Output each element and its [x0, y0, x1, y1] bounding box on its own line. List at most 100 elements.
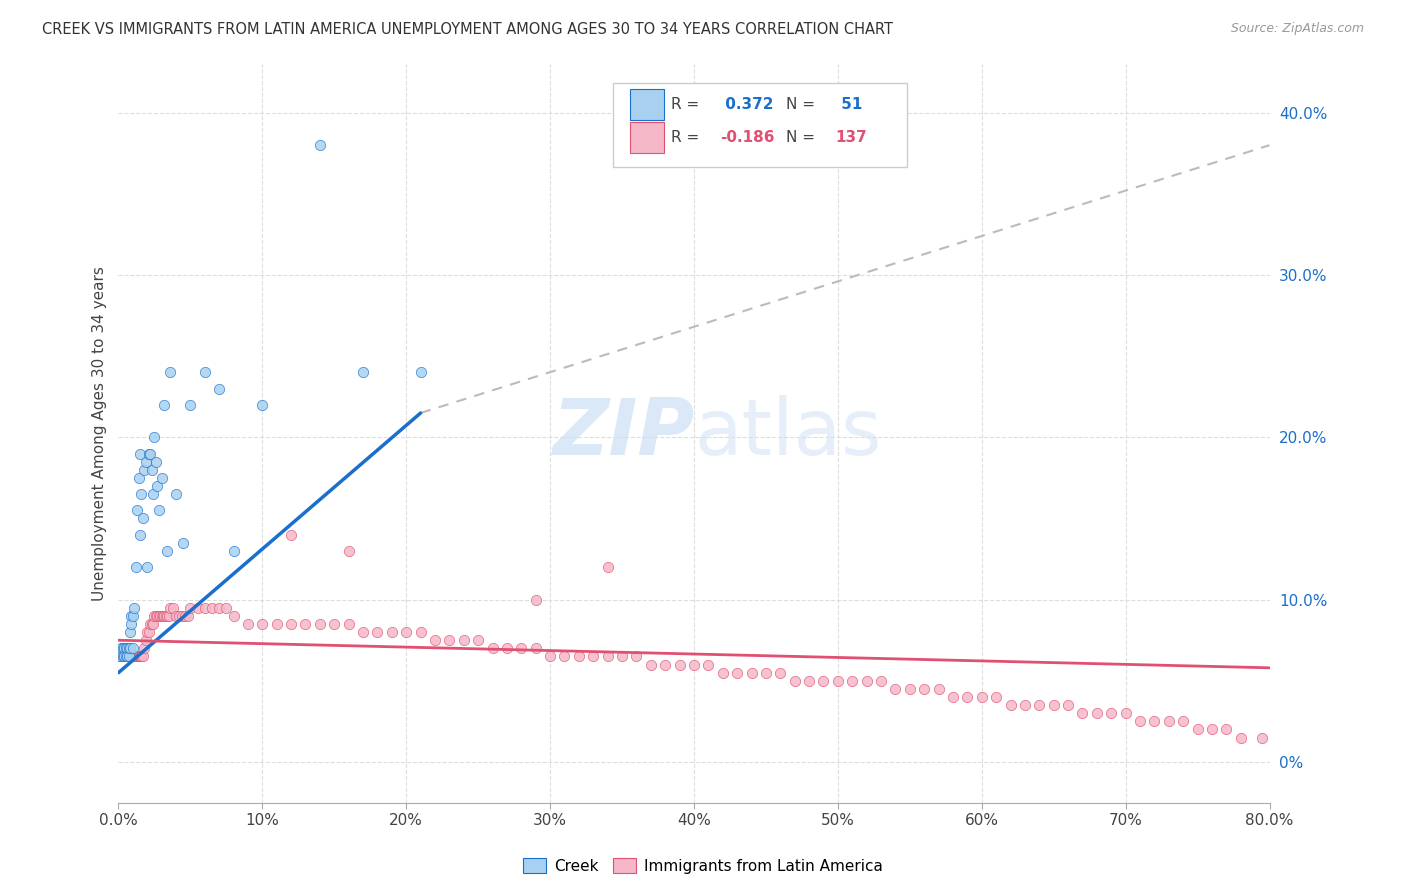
Point	[215, 600, 238, 615]
Point	[741, 665, 763, 680]
Point	[112, 641, 135, 656]
Point	[118, 649, 141, 664]
Point	[187, 600, 209, 615]
Point	[208, 382, 231, 396]
Point	[956, 690, 979, 704]
Point	[423, 633, 446, 648]
Point	[125, 649, 148, 664]
Point	[626, 649, 648, 664]
Point	[145, 455, 167, 469]
Point	[194, 366, 217, 380]
Point	[280, 617, 302, 632]
Point	[114, 641, 136, 656]
Point	[112, 649, 135, 664]
Point	[467, 633, 489, 648]
Text: N =: N =	[786, 130, 820, 145]
Point	[409, 625, 432, 640]
Point	[769, 665, 792, 680]
Point	[1157, 714, 1180, 729]
Point	[115, 649, 138, 664]
Point	[159, 600, 181, 615]
Point	[156, 544, 179, 558]
Y-axis label: Unemployment Among Ages 30 to 34 years: Unemployment Among Ages 30 to 34 years	[93, 266, 107, 600]
Point	[668, 657, 690, 672]
Point	[131, 487, 153, 501]
Point	[143, 430, 166, 444]
Point	[323, 617, 346, 632]
Point	[524, 592, 547, 607]
Point	[148, 503, 170, 517]
Point	[409, 366, 432, 380]
Point	[167, 608, 190, 623]
Point	[352, 366, 374, 380]
Point	[122, 649, 145, 664]
Point	[711, 665, 734, 680]
Point	[138, 625, 160, 640]
Point	[132, 511, 155, 525]
Point	[115, 649, 138, 664]
Point	[157, 608, 180, 623]
Point	[984, 690, 1007, 704]
Point	[120, 649, 142, 664]
Text: 0.372: 0.372	[720, 97, 773, 112]
Point	[1187, 723, 1209, 737]
Point	[153, 398, 176, 412]
Point	[252, 617, 274, 632]
Point	[131, 649, 153, 664]
Point	[165, 608, 187, 623]
Text: 51: 51	[835, 97, 862, 112]
Point	[134, 463, 156, 477]
Point	[1085, 706, 1108, 721]
Point	[118, 625, 141, 640]
Point	[942, 690, 965, 704]
Point	[129, 649, 152, 664]
Point	[125, 649, 148, 664]
Point	[222, 608, 245, 623]
Point	[152, 608, 174, 623]
Point	[683, 657, 706, 672]
Point	[145, 608, 167, 623]
Point	[201, 600, 224, 615]
Point	[280, 527, 302, 541]
Point	[131, 649, 153, 664]
Point	[111, 641, 134, 656]
Point	[1215, 723, 1237, 737]
Text: CREEK VS IMMIGRANTS FROM LATIN AMERICA UNEMPLOYMENT AMONG AGES 30 TO 34 YEARS CO: CREEK VS IMMIGRANTS FROM LATIN AMERICA U…	[42, 22, 893, 37]
Text: -0.186: -0.186	[720, 130, 775, 145]
Point	[208, 600, 231, 615]
Point	[797, 673, 820, 688]
FancyBboxPatch shape	[630, 122, 664, 153]
Point	[596, 560, 619, 574]
Point	[135, 455, 157, 469]
Point	[111, 649, 134, 664]
Point	[309, 138, 332, 153]
Point	[141, 463, 163, 477]
Point	[252, 398, 274, 412]
Point	[294, 617, 316, 632]
Point	[159, 366, 181, 380]
Point	[150, 471, 173, 485]
Point	[1071, 706, 1094, 721]
Point	[114, 649, 136, 664]
Point	[112, 649, 135, 664]
Point	[970, 690, 993, 704]
Point	[108, 649, 131, 664]
Point	[134, 641, 156, 656]
Point	[135, 633, 157, 648]
Point	[117, 649, 139, 664]
Point	[827, 673, 849, 688]
Point	[153, 608, 176, 623]
Point	[266, 617, 288, 632]
Point	[146, 479, 169, 493]
Point	[121, 608, 143, 623]
Point	[128, 649, 150, 664]
Point	[118, 649, 141, 664]
Point	[928, 681, 950, 696]
Point	[813, 673, 835, 688]
Point	[366, 625, 388, 640]
Point	[139, 617, 162, 632]
Point	[510, 641, 533, 656]
Point	[121, 641, 143, 656]
Point	[127, 503, 149, 517]
Point	[582, 649, 605, 664]
